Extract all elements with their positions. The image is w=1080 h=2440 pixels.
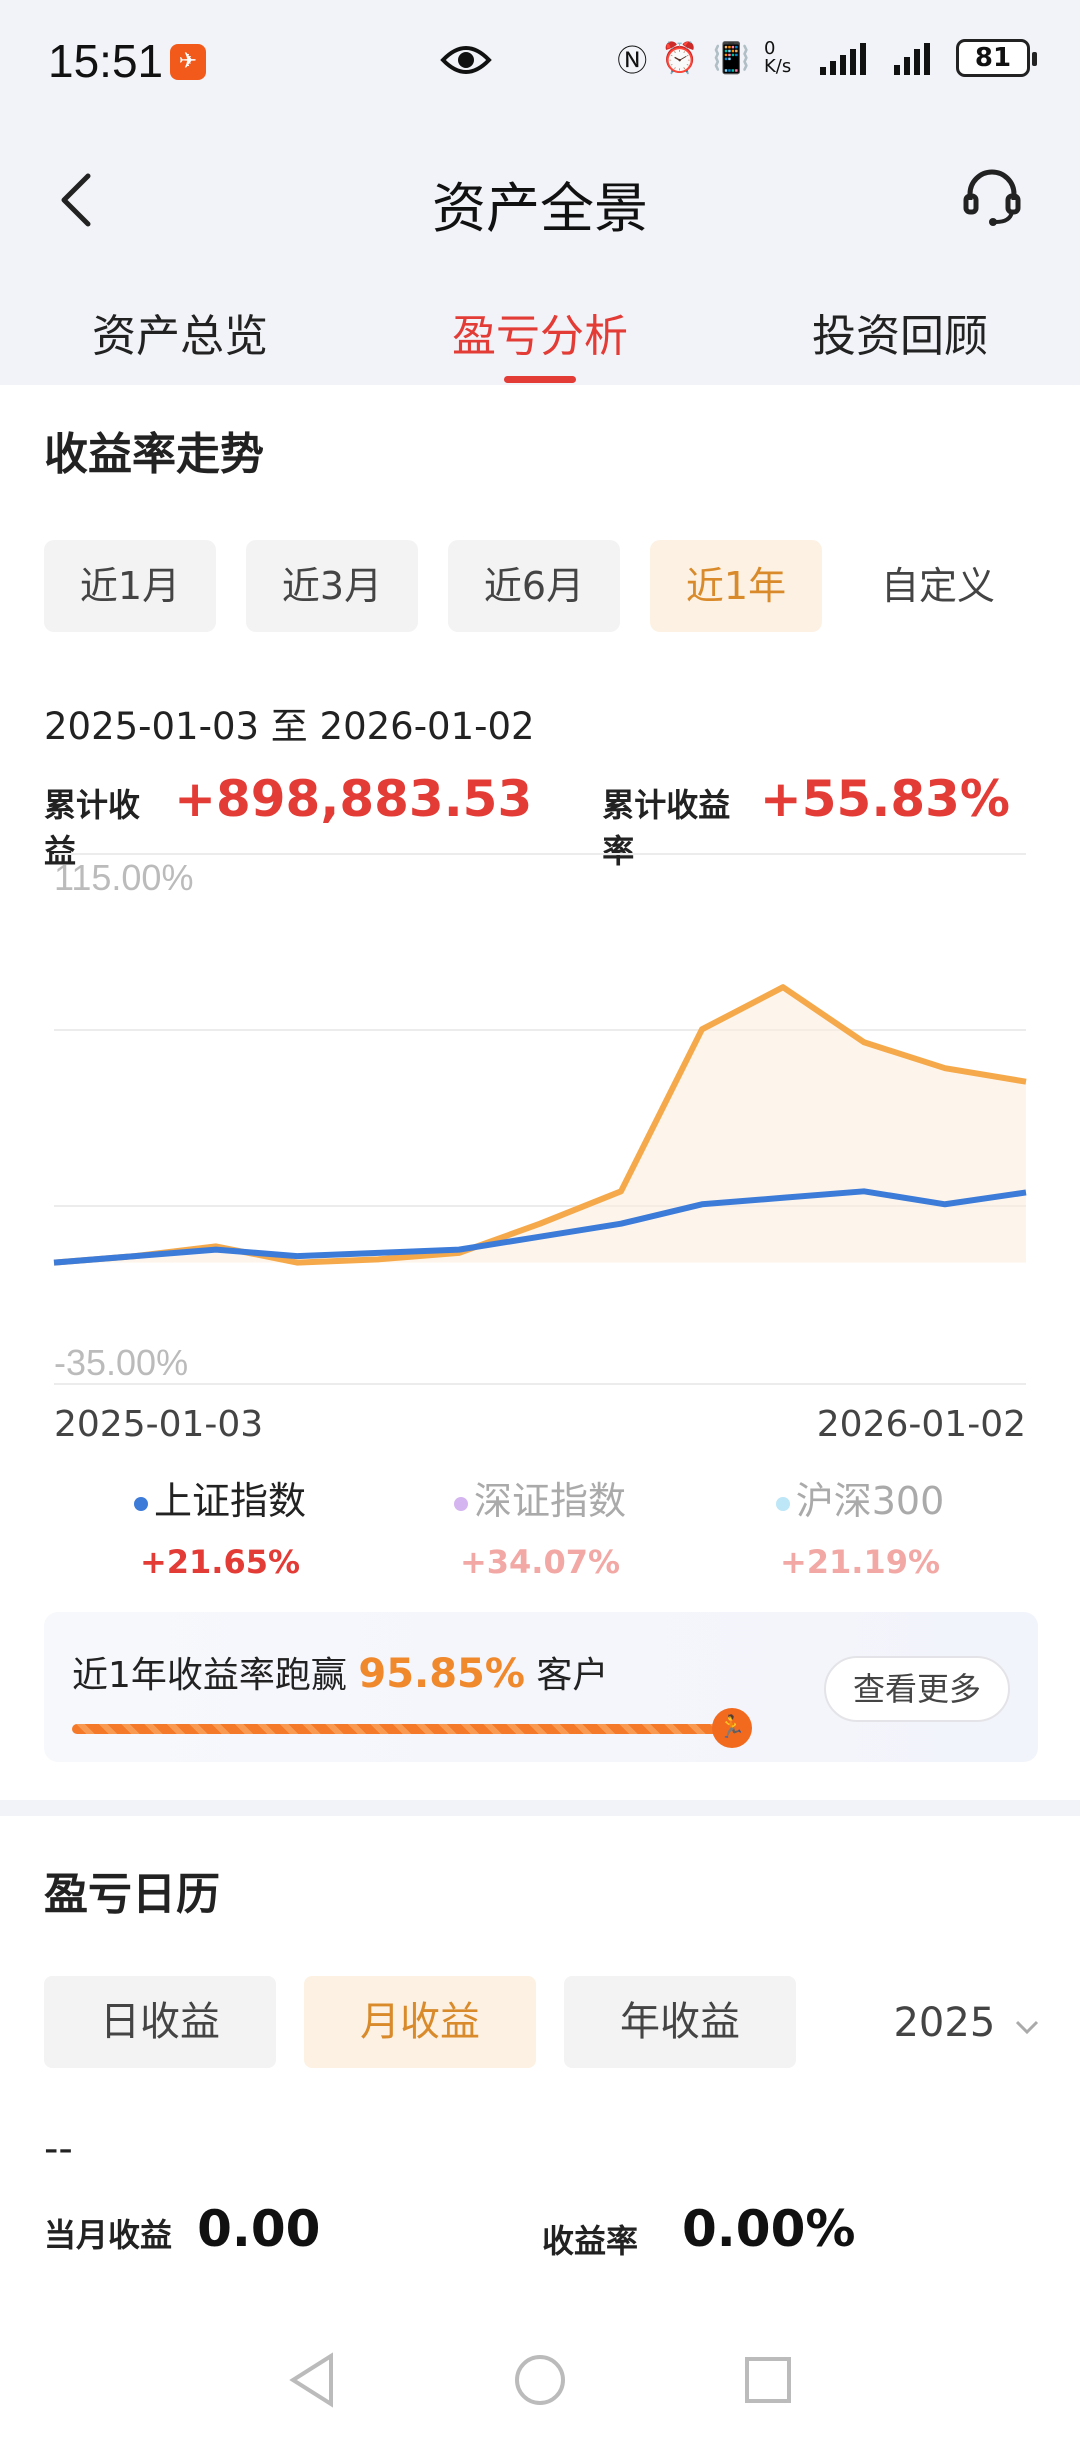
daily-profit-button[interactable]: 日收益 <box>44 1976 276 2068</box>
nav-recents-icon[interactable] <box>743 2355 793 2405</box>
vibrate-icon: 📳 <box>712 40 750 76</box>
signal-icon <box>820 43 866 75</box>
year-select[interactable]: 2025 <box>893 2000 1040 2046</box>
app-notification-icon: ✈ <box>170 44 206 80</box>
monthly-profit-button[interactable]: 月收益 <box>304 1976 536 2068</box>
system-nav-bar <box>0 2320 1080 2440</box>
trend-section-title: 收益率走势 <box>44 429 264 480</box>
y-tick-max: 115.00% <box>54 857 193 898</box>
calendar-section-title: 盈亏日历 <box>44 1869 220 1920</box>
month-profit-value: 0.00 <box>197 2200 321 2258</box>
section-divider <box>0 1800 1080 1816</box>
legend-name-shanghai: 上证指数 <box>153 1479 306 1523</box>
date-range: 2025-01-03 至 2026-01-02 <box>44 705 535 748</box>
period-custom-button[interactable]: 自定义 <box>880 564 995 608</box>
customer-service-icon[interactable] <box>960 164 1024 228</box>
nfc-icon: Ⓝ <box>617 44 648 79</box>
nav-back-icon[interactable] <box>287 2352 337 2408</box>
legend-dot <box>775 1496 790 1511</box>
x-tick-end: 2026-01-02 <box>816 1404 1026 1445</box>
beat-prefix: 近1年收益率跑赢 <box>72 1655 347 1696</box>
cum-profit-value: +898,883.53 <box>174 770 533 828</box>
period-6m-button[interactable]: 近6月 <box>448 540 620 632</box>
tab-investment-review[interactable]: 投资回顾 <box>812 311 988 362</box>
view-more-button[interactable]: 查看更多 <box>824 1656 1010 1722</box>
back-arrow-icon[interactable] <box>56 170 96 230</box>
beat-text: 近1年收益率跑赢 95.85% 客户 <box>72 1646 608 1698</box>
legend-item-shanghai[interactable]: 上证指数 +21.65% <box>60 1470 380 1581</box>
beat-percent: 95.85% <box>358 1651 525 1697</box>
tab-asset-overview[interactable]: 资产总览 <box>92 311 268 362</box>
runner-icon: 🏃 <box>712 1708 752 1748</box>
beat-suffix: 客户 <box>536 1655 609 1696</box>
year-value: 2025 <box>893 2000 996 2046</box>
net-speed: 0 K/s <box>764 38 792 77</box>
legend-value-hs300: +21.19% <box>779 1543 941 1581</box>
status-icons: Ⓝ ⏰ 📳 0 K/s 81 <box>617 36 1037 80</box>
rate-value: 0.00% <box>682 2200 856 2258</box>
legend-name-hs300: 沪深300 <box>795 1479 945 1523</box>
beat-progress-bar <box>72 1724 722 1734</box>
yearly-profit-button[interactable]: 年收益 <box>564 1976 796 2068</box>
beat-customers-banner: 近1年收益率跑赢 95.85% 客户 🏃 查看更多 <box>44 1612 1038 1762</box>
calendar-placeholder: -- <box>44 2126 73 2172</box>
legend-value-shenzhen: +34.07% <box>459 1543 621 1581</box>
benchmark-legend: 上证指数 +21.65% 深证指数 +34.07% 沪深300 +21.19% <box>0 1470 1080 1581</box>
battery-icon: 81 <box>956 39 1037 77</box>
legend-item-shenzhen[interactable]: 深证指数 +34.07% <box>380 1470 700 1581</box>
status-time: 15:51 <box>48 35 164 87</box>
chart-svg: 115.00% -35.00% <box>53 853 1027 1385</box>
return-trend-chart[interactable]: 115.00% -35.00% <box>0 840 1080 1400</box>
series-area <box>54 987 1026 1263</box>
eye-icon <box>440 46 492 74</box>
rate-label: 收益率 <box>542 2222 639 2260</box>
page-title: 资产全景 <box>432 177 648 240</box>
header: 资产全景 <box>0 120 1080 260</box>
month-profit-label: 当月收益 <box>44 2216 173 2254</box>
nav-home-icon[interactable] <box>512 2352 568 2408</box>
chevron-down-icon <box>1015 2020 1039 2035</box>
tab-bar: 资产总览 盈亏分析 投资回顾 <box>0 260 1080 385</box>
y-tick-min: -35.00% <box>54 1342 188 1383</box>
cum-profit-label: 累计收益 <box>44 786 141 870</box>
profit-summary: 累计收益 +898,883.53 累计收益率 +55.83% <box>44 770 1080 872</box>
cum-rate-value: +55.83% <box>759 770 1010 828</box>
legend-value-shanghai: +21.65% <box>139 1543 301 1581</box>
x-tick-start: 2025-01-03 <box>54 1404 264 1445</box>
status-bar: 15:51 ✈ Ⓝ ⏰ 📳 0 K/s 81 <box>0 0 1080 120</box>
tab-profit-analysis[interactable]: 盈亏分析 <box>360 260 720 385</box>
calendar-mode-selector: 日收益 月收益 年收益 <box>44 1976 796 2068</box>
period-3m-button[interactable]: 近3月 <box>246 540 418 632</box>
signal-icon-2 <box>894 43 930 75</box>
period-selector: 近1月 近3月 近6月 近1年 自定义 <box>44 540 1024 632</box>
month-summary: 当月收益 0.00 收益率 0.00% <box>44 2200 1044 2260</box>
period-1m-button[interactable]: 近1月 <box>44 540 216 632</box>
cum-rate-label: 累计收益率 <box>602 786 731 870</box>
period-1y-button[interactable]: 近1年 <box>650 540 822 632</box>
legend-item-hs300[interactable]: 沪深300 +21.19% <box>700 1470 1020 1581</box>
alarm-icon: ⏰ <box>661 40 699 76</box>
legend-dot <box>133 1496 148 1511</box>
legend-name-shenzhen: 深证指数 <box>473 1479 626 1523</box>
legend-dot <box>453 1496 468 1511</box>
